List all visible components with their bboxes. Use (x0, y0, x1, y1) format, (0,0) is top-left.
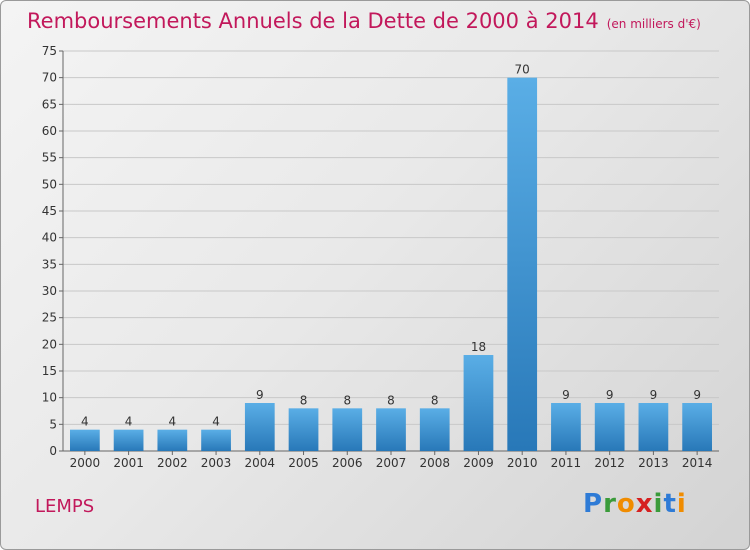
y-tick-label: 65 (42, 97, 57, 111)
data-label: 9 (650, 388, 658, 402)
data-label: 9 (256, 388, 264, 402)
x-tick-label: 2009 (463, 456, 494, 470)
bar (157, 429, 188, 451)
labels: 0 5 10 15 20 25 30 35 40 45 50 55 60 65 70 75 2000 4 2001 4… (42, 44, 713, 470)
x-tick-label: 2013 (638, 456, 669, 470)
bar (376, 408, 406, 451)
data-label: 4 (169, 415, 177, 429)
bar (69, 429, 100, 451)
bars (69, 77, 713, 452)
chart-unit: (en milliers d'€) (606, 17, 701, 31)
bar (419, 408, 450, 451)
y-tick-label: 40 (42, 231, 57, 245)
logo-letter: x (635, 489, 654, 519)
y-tick-label: 50 (42, 177, 57, 191)
bar (332, 408, 363, 451)
bar (507, 77, 538, 452)
y-tick-label: 15 (42, 364, 57, 378)
y-tick-label: 75 (42, 44, 57, 58)
x-tick-label: 2002 (157, 456, 188, 470)
data-label: 4 (212, 415, 220, 429)
commune-name: LEMPS (35, 496, 95, 517)
x-tick-label: 2006 (332, 456, 363, 470)
chart-title: Remboursements Annuels de la Dette de 20… (27, 9, 701, 33)
y-tick-label: 45 (42, 204, 57, 218)
x-tick-label: 2012 (594, 456, 625, 470)
proxiti-logo[interactable]: Proxiti (583, 489, 687, 519)
data-label: 18 (471, 340, 486, 354)
y-tick-label: 30 (42, 284, 57, 298)
x-tick-label: 2014 (682, 456, 713, 470)
x-tick-label: 2003 (201, 456, 232, 470)
y-tick-label: 25 (42, 311, 57, 325)
x-tick-label: 2008 (419, 456, 450, 470)
logo-letter: t (663, 489, 677, 519)
y-tick-label: 35 (42, 257, 57, 271)
y-tick-label: 0 (49, 444, 57, 458)
x-tick-label: 2007 (376, 456, 407, 470)
data-label: 9 (693, 388, 701, 402)
x-tick-label: 2004 (245, 456, 276, 470)
y-tick-label: 5 (49, 417, 57, 431)
data-label: 9 (562, 388, 570, 402)
chart-title-text: Remboursements Annuels de la Dette de 20… (27, 9, 599, 33)
y-tick-label: 10 (42, 391, 57, 405)
bar (244, 403, 275, 451)
bar (638, 403, 669, 451)
y-tick-label: 70 (42, 71, 57, 85)
bar (682, 403, 713, 451)
data-label: 8 (387, 393, 395, 407)
bar (463, 355, 494, 451)
data-label: 8 (343, 393, 351, 407)
x-tick-label: 2005 (288, 456, 319, 470)
data-label: 4 (81, 415, 89, 429)
y-tick-label: 55 (42, 151, 57, 165)
logo-letter: P (583, 489, 604, 519)
bar (201, 429, 231, 451)
x-tick-label: 2001 (113, 456, 144, 470)
logo-letter: i (653, 489, 664, 519)
grid (63, 50, 719, 425)
data-label: 4 (125, 415, 133, 429)
x-tick-label: 2011 (551, 456, 582, 470)
bar (288, 408, 319, 451)
logo-letter: i (676, 489, 687, 519)
x-tick-label: 2000 (70, 456, 101, 470)
y-tick-label: 20 (42, 337, 57, 351)
data-label: 8 (300, 393, 308, 407)
logo-letter: r (603, 489, 617, 519)
data-label: 8 (431, 393, 439, 407)
data-label: 9 (606, 388, 614, 402)
y-tick-label: 60 (42, 124, 57, 138)
data-label: 70 (515, 63, 530, 77)
bar (551, 403, 581, 451)
bar (113, 429, 144, 451)
bar (594, 403, 625, 451)
logo-letter: o (616, 489, 636, 519)
x-tick-label: 2010 (507, 456, 538, 470)
